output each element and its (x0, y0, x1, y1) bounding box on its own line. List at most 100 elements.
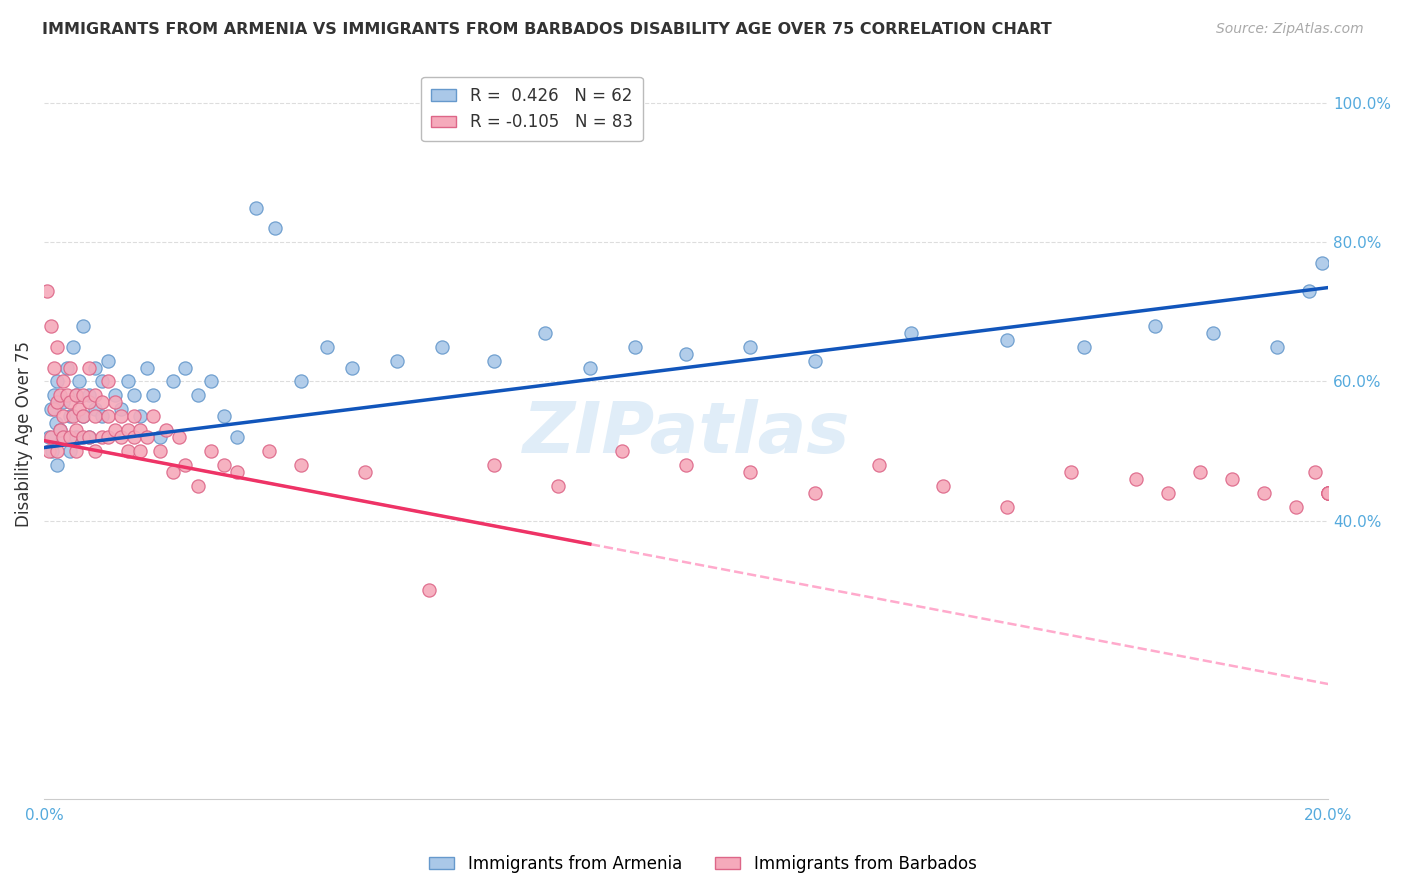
Point (1317, 485, 1340, 500)
Point (38, 430, 60, 444)
Point (49, 388, 72, 402)
Point (1220, 472, 1243, 486)
Point (187, 479, 209, 493)
Point (149, 430, 172, 444)
Point (290, 458, 312, 472)
Point (84, 402, 107, 417)
Point (65, 444, 87, 458)
Point (52, 395, 75, 409)
Point (59, 444, 82, 458)
Point (67, 375, 90, 389)
Point (135, 360, 157, 375)
Point (264, 221, 287, 235)
Point (72, 409, 94, 424)
Point (52, 430, 75, 444)
Point (46, 375, 69, 389)
Point (46, 458, 69, 472)
Point (122, 388, 145, 402)
Point (342, 360, 364, 375)
Point (387, 353, 409, 368)
Point (39, 430, 62, 444)
Point (117, 444, 139, 458)
Point (77, 430, 100, 444)
Point (97, 409, 120, 424)
Point (129, 423, 152, 437)
Y-axis label: Disability Age Over 75: Disability Age Over 75 (15, 341, 32, 526)
Point (65, 423, 87, 437)
Point (623, 340, 645, 354)
Point (1188, 465, 1211, 479)
Point (104, 395, 127, 409)
Point (90, 375, 112, 389)
Point (42, 402, 65, 417)
Point (77, 360, 100, 375)
Point (84, 360, 107, 375)
Point (187, 388, 209, 402)
Point (42, 360, 65, 375)
Point (62, 409, 84, 424)
Point (1060, 465, 1083, 479)
Point (1253, 485, 1275, 500)
Point (1317, 485, 1340, 500)
Point (104, 423, 127, 437)
Point (167, 430, 190, 444)
Point (77, 430, 100, 444)
Point (77, 388, 100, 402)
Point (315, 340, 337, 354)
Point (117, 375, 139, 389)
Point (42, 388, 65, 402)
Point (1303, 465, 1326, 479)
Text: Source: ZipAtlas.com: Source: ZipAtlas.com (1216, 22, 1364, 37)
Point (610, 444, 633, 458)
Point (155, 423, 177, 437)
Point (77, 395, 100, 409)
Point (200, 444, 222, 458)
Point (59, 430, 82, 444)
Point (740, 465, 762, 479)
Point (174, 458, 197, 472)
Point (90, 395, 112, 409)
Point (1317, 485, 1340, 500)
Point (65, 388, 87, 402)
Point (65, 430, 87, 444)
Point (39, 402, 62, 417)
Point (52, 375, 75, 389)
Point (225, 430, 247, 444)
Point (149, 444, 172, 458)
Point (84, 409, 107, 424)
Point (579, 360, 602, 375)
Point (49, 423, 72, 437)
Point (245, 201, 267, 215)
Text: IMMIGRANTS FROM ARMENIA VS IMMIGRANTS FROM BARBADOS DISABILITY AGE OVER 75 CORRE: IMMIGRANTS FROM ARMENIA VS IMMIGRANTS FR… (42, 22, 1052, 37)
Point (142, 388, 165, 402)
Point (72, 388, 94, 402)
Point (803, 485, 825, 500)
Point (482, 458, 505, 472)
Point (932, 479, 955, 493)
Point (55, 360, 77, 375)
Point (84, 444, 107, 458)
Point (45, 416, 67, 430)
Point (995, 500, 1018, 514)
Point (129, 444, 152, 458)
Point (995, 333, 1018, 347)
Point (482, 353, 505, 368)
Point (90, 409, 112, 424)
Point (1298, 284, 1320, 298)
Point (41, 444, 63, 458)
Point (290, 375, 312, 389)
Point (67, 402, 90, 417)
Point (110, 409, 132, 424)
Point (212, 409, 235, 424)
Point (1310, 256, 1333, 270)
Point (675, 458, 697, 472)
Point (257, 444, 280, 458)
Point (162, 375, 184, 389)
Point (547, 479, 569, 493)
Point (1265, 340, 1288, 354)
Point (1285, 500, 1308, 514)
Point (200, 375, 222, 389)
Point (46, 395, 69, 409)
Point (72, 430, 94, 444)
Point (212, 458, 235, 472)
